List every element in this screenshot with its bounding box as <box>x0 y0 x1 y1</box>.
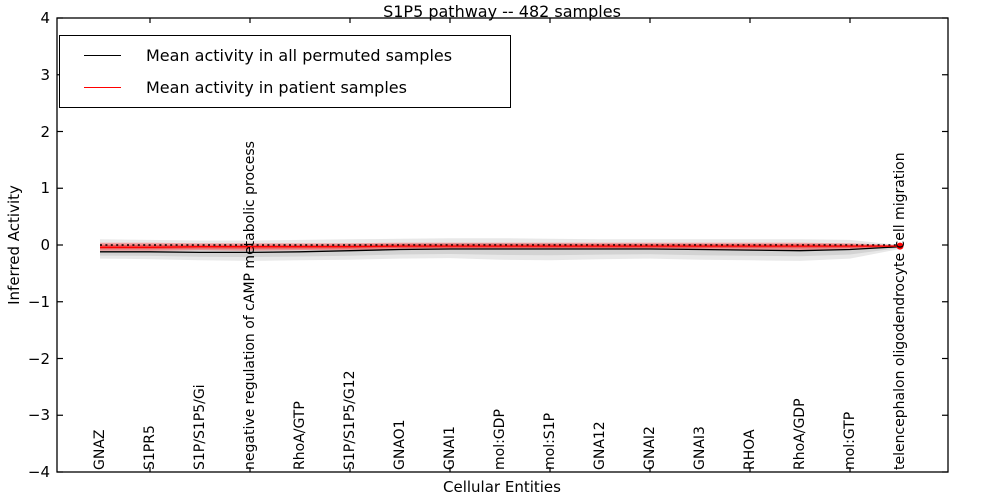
legend: Mean activity in all permuted samples Me… <box>59 35 511 109</box>
x-tick-label: S1P/S1P5/G12 <box>342 370 358 470</box>
y-tick-label: −1 <box>27 292 50 311</box>
y-tick-label: −3 <box>27 406 50 425</box>
legend-line-sample-red <box>84 87 121 89</box>
y-tick-label: 2 <box>40 122 50 141</box>
x-tick-label: GNAI2 <box>642 426 658 470</box>
x-tick-label: GNAZ <box>92 429 108 471</box>
y-tick-label: 3 <box>40 65 50 84</box>
x-tick-label: S1P/S1P5/Gi <box>192 384 208 470</box>
y-tick-label: −2 <box>27 349 50 368</box>
x-tick-label: mol:S1P <box>542 412 558 470</box>
y-tick-label: 1 <box>40 179 50 198</box>
legend-row-patient: Mean activity in patient samples <box>72 78 498 97</box>
x-tick-label: GNAO1 <box>392 419 408 470</box>
x-axis-title: Cellular Entities <box>443 478 561 496</box>
x-tick-label: GNA12 <box>592 421 608 470</box>
end-marker-dot <box>896 242 904 250</box>
legend-label-permuted: Mean activity in all permuted samples <box>146 46 453 65</box>
permuted-mean-line <box>100 246 901 254</box>
x-tick-label: telencephalon oligodendrocyte cell migra… <box>892 152 908 470</box>
x-tick-label: negative regulation of cAMP metabolic pr… <box>242 141 258 470</box>
patient-mean-line <box>100 245 900 248</box>
x-tick-label: mol:GTP <box>842 411 858 470</box>
x-tick-label: GNAI3 <box>692 426 708 470</box>
x-tick-label: RhoA/GDP <box>792 398 808 470</box>
chart-title: S1P5 pathway -- 482 samples <box>383 2 621 21</box>
y-tick-label: −4 <box>27 463 50 481</box>
x-tick-label: GNAI1 <box>442 426 458 470</box>
y-tick-label: 0 <box>40 236 50 254</box>
x-tick-label: RhoA/GTP <box>292 401 308 470</box>
x-tick-label: RHOA <box>742 429 758 470</box>
legend-line-sample-black <box>84 55 121 57</box>
x-tick-label: S1PR5 <box>142 425 158 470</box>
y-axis-title: Inferred Activity <box>5 185 23 305</box>
x-tick-label: mol:GDP <box>492 409 508 470</box>
y-tick-label: 4 <box>40 9 50 27</box>
legend-label-patient: Mean activity in patient samples <box>146 78 407 98</box>
legend-row-permuted: Mean activity in all permuted samples <box>72 46 498 65</box>
